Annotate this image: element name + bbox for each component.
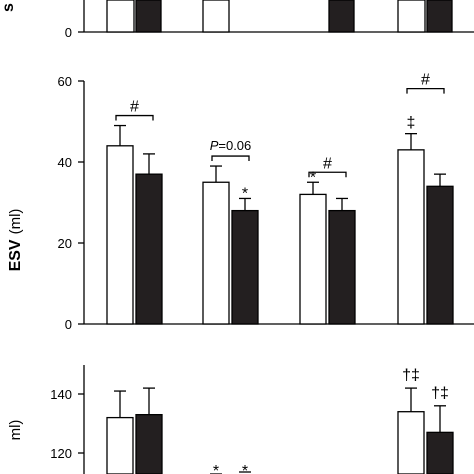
top-bar-open-1	[106, 0, 135, 33]
esv-ticks: 0 20 40 60	[58, 74, 84, 332]
esv-tick-label-1: 20	[58, 236, 72, 251]
esv-pvalue-italic: P	[210, 138, 219, 153]
esv-bar-filled-2	[231, 209, 259, 325]
bottom-bar-filled-4	[426, 431, 454, 474]
top-bar-open-4	[397, 0, 426, 33]
esv-ylabel: ESV (ml)	[7, 209, 24, 272]
bottom-annotations: * * †‡ †‡	[210, 367, 449, 474]
bottom-marker-2-1: *	[242, 463, 248, 474]
esv-sig-bracket-4	[406, 88, 445, 94]
esv-tick-label-2: 40	[58, 155, 72, 170]
esv-bar-filled-4	[426, 185, 454, 325]
esv-sig-bracket-3	[308, 171, 347, 178]
esv-bar-open-2	[202, 181, 230, 325]
esv-pvalue-label: P=0.06	[210, 138, 252, 153]
esv-sig-label-3: #	[323, 155, 332, 172]
esv-pvalue-rest: =0.06	[218, 138, 251, 153]
esv-bars	[106, 124, 454, 325]
esv-sig-label-4: #	[421, 72, 430, 89]
bottom-bars	[106, 387, 454, 474]
top-panel: s 0	[0, 0, 474, 40]
bottom-marker-2-0: *	[213, 463, 219, 474]
esv-tick-label-3: 60	[58, 74, 72, 89]
esv-sig-label-1: #	[130, 99, 139, 116]
top-tick-label-0: 0	[65, 25, 72, 40]
top-bar-open-2	[202, 0, 230, 33]
esv-marker-4-0: ‡	[407, 115, 416, 132]
bottom-ticks: 120 140	[50, 387, 84, 461]
esv-ylabel-title: ESV	[7, 239, 24, 271]
bottom-bar-filled-1	[135, 413, 163, 474]
bottom-bar-open-4	[397, 411, 425, 474]
esv-bar-filled-3	[328, 209, 356, 325]
bottom-marker-4-0: †‡	[402, 367, 420, 384]
bottom-ylabel-fragment: ml)	[7, 420, 24, 441]
esv-marker-3-0: *	[310, 169, 316, 186]
esv-sig-bracket-1	[115, 114, 154, 121]
esv-panel: ESV (ml) 0 20 40 60 # P=0.06 * # * # ‡	[7, 72, 474, 332]
esv-bar-filled-1	[135, 173, 163, 325]
bottom-marker-4-1: †‡	[431, 385, 449, 402]
top-bar-filled-2	[328, 0, 355, 33]
top-bar-filled-1	[135, 0, 162, 33]
esv-annotations: # P=0.06 * # * # ‡	[115, 72, 445, 202]
bottom-tick-label-1: 140	[50, 387, 72, 402]
esv-bar-open-4	[397, 149, 425, 325]
esv-bar-open-3	[299, 193, 327, 325]
top-ylabel-fragment: s	[0, 3, 17, 12]
esv-sig-bracket-2	[211, 155, 250, 162]
bottom-tick-label-0: 120	[50, 446, 72, 461]
esv-ylabel-unit: (ml)	[7, 209, 24, 235]
top-bar-filled-4	[426, 0, 453, 33]
esv-marker-2-1: *	[242, 185, 248, 202]
esv-bar-open-1	[106, 145, 134, 325]
esv-tick-label-0: 0	[65, 317, 72, 332]
bottom-bar-open-1	[106, 416, 134, 474]
bottom-panel: ml) 120 140 * * †‡ †‡	[7, 365, 454, 474]
